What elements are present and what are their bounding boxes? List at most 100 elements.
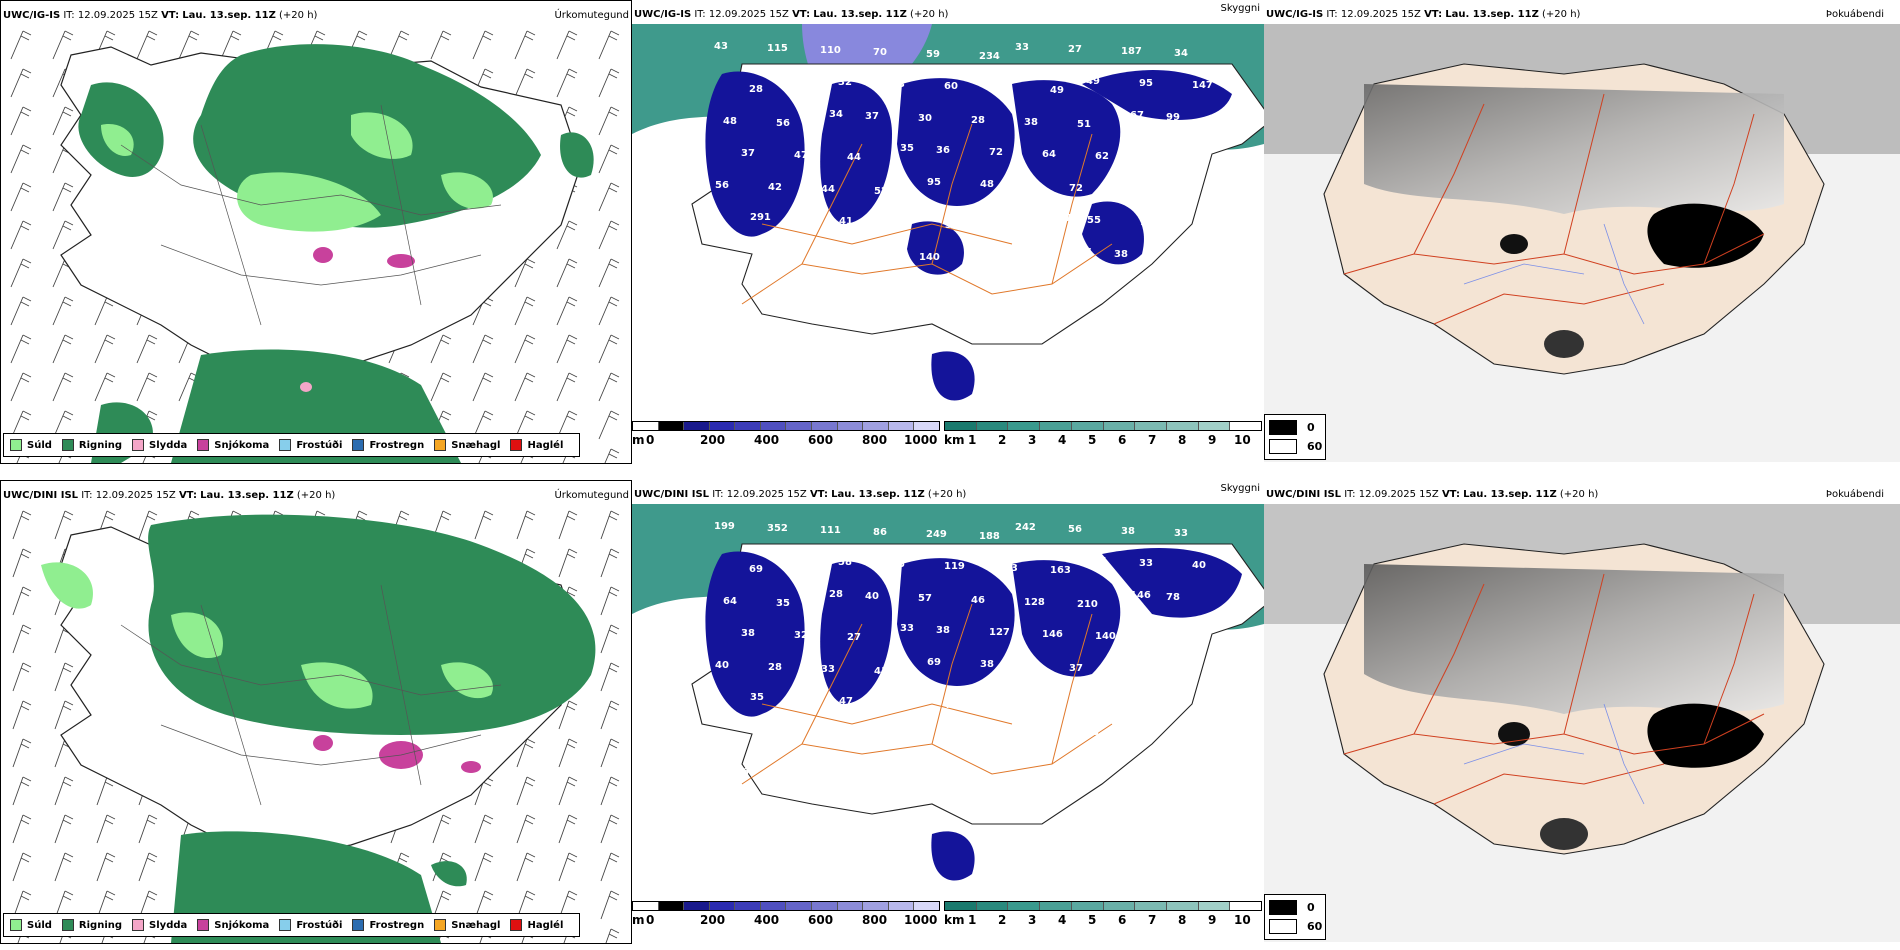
base-scale: m 0 200 400 600 800 1000 [632, 421, 942, 451]
legend-label: Snjókoma [214, 439, 270, 451]
scale-swatch [837, 422, 864, 430]
scale-swatch [633, 902, 659, 910]
cloud-base-label: 111 [1025, 245, 1046, 256]
cloud-base-label: 242 [1015, 522, 1036, 533]
scale-swatch [1198, 902, 1231, 910]
vt-label: VT: [1424, 9, 1443, 20]
cloud-base-label: 70 [873, 47, 887, 58]
legend-label: 60 [1307, 440, 1323, 453]
it-label: IT: [1344, 489, 1356, 500]
cloud-base-label: 199 [714, 521, 735, 532]
cloud-base-label: 234 [979, 51, 1000, 62]
scale-tick: 2 [998, 433, 1007, 447]
scale-swatch [863, 902, 889, 910]
scale-swatch [709, 422, 736, 430]
cloud-base-label: 36 [936, 145, 950, 156]
legend-swatch [434, 439, 447, 451]
panel-title: Þokuábendi [1825, 489, 1884, 500]
cloud-base-label: 163 [1050, 565, 1071, 576]
legend-swatch [279, 439, 292, 451]
cloud-base-label: 64 [1042, 149, 1056, 160]
cloud-base-label: 61 [919, 732, 933, 743]
legend-item-slydda: Slydda [132, 919, 187, 931]
precip-map [1, 505, 633, 943]
cloud-base-label: 72 [1069, 183, 1083, 194]
cloud-base-label: 35 [892, 218, 906, 229]
cloud-base-label: 32 [838, 77, 852, 88]
legend-item-snaehagl: Snæhagl [434, 919, 500, 931]
cloud-base-label: 40 [715, 660, 729, 671]
scale-tick: 200 [700, 913, 726, 927]
cloud-base-label: 40 [865, 591, 879, 602]
scale-tick: 6 [1118, 913, 1127, 927]
legend-item-hagel: Haglél [510, 439, 563, 451]
scale-unit: km [944, 433, 965, 447]
scale-tick: 10 [1234, 913, 1251, 927]
cloud-base-label: 64 [723, 596, 737, 607]
cloud-base-label: 95 [927, 177, 941, 188]
cloud-base-label: 37 [865, 111, 879, 122]
legend-label: Rigning [78, 919, 123, 931]
legend-label: Snjókoma [214, 919, 270, 931]
cloud-base-label: 35 [750, 692, 764, 703]
cloud-base-label: 37 [1016, 181, 1030, 192]
cloud-base-label: 37 [1069, 663, 1083, 674]
legend-swatch [1269, 900, 1297, 915]
cloud-base-label: 146 [1042, 629, 1063, 640]
scale-swatch [1040, 422, 1072, 430]
fog-legend: 0 60 [1264, 414, 1326, 460]
scale-unit: m [632, 913, 645, 927]
scale-tick: 1000 [904, 913, 938, 927]
vt-value: Lau. 13.sep. 11Z [200, 490, 294, 501]
cloud-base-label: 111 [820, 525, 841, 536]
precip-legend: Súld Rigning Slydda Snjókoma Frostúði Fr… [3, 913, 581, 937]
scale-tick: 10 [1234, 433, 1251, 447]
scale-tick: 5 [1088, 433, 1097, 447]
legend-swatch [510, 919, 523, 931]
cloud-base-label: 42 [768, 182, 782, 193]
cloud-base-label: 41 [839, 216, 853, 227]
scale-tick: 0 [646, 913, 655, 927]
legend-item-frostregn: Frostregn [352, 439, 424, 451]
cloud-base-label: 62 [1095, 151, 1109, 162]
cloud-base-label: 36 [1201, 624, 1215, 635]
scale-tick: 800 [862, 433, 888, 447]
cloud-base-label: 38 [1121, 526, 1135, 537]
legend-item-frostregn: Frostregn [352, 919, 424, 931]
vt-value: Lau. 13.sep. 11Z [831, 489, 925, 500]
scale-swatch [760, 422, 787, 430]
cloud-base-label: 46 [1148, 633, 1162, 644]
legend-swatch [352, 919, 365, 931]
vt-label: VT: [161, 10, 180, 21]
model-name: UWC/IG-IS [1266, 9, 1324, 20]
panel-header: UWC/IG-IS IT: 12.09.2025 15Z VT: Lau. 13… [3, 9, 631, 23]
scale-swatch [1008, 902, 1041, 910]
cloud-base-label: 187 [1121, 46, 1142, 57]
lead-time: (+20 h) [910, 9, 949, 20]
it-value: 12.09.2025 15Z [708, 9, 789, 20]
legend-label: Slydda [149, 919, 188, 931]
model-name: UWC/IG-IS [3, 10, 61, 21]
precip-map [1, 25, 633, 463]
visibility-scale-bar [944, 901, 1262, 911]
cloud-base-label: 46 [971, 595, 985, 606]
fog-legend-high: 60 [1269, 439, 1322, 454]
scale-swatch [1103, 422, 1136, 430]
cloud-base-label: 44 [847, 152, 861, 163]
cloud-base-label: 60 [972, 734, 986, 745]
scale-swatch [1135, 902, 1167, 910]
legend-item-snjokoma: Snjókoma [197, 439, 269, 451]
lead-time: (+20 h) [1542, 9, 1581, 20]
cloud-base-label: 110 [820, 45, 841, 56]
cloud-base-label: 291 [750, 212, 771, 223]
cloud-base-label: 34 [1174, 48, 1188, 59]
scale-tick: 7 [1148, 433, 1157, 447]
cloud-base-label: 69 [927, 657, 941, 668]
legend-label: Frostúði [296, 439, 343, 451]
legend-swatch [197, 919, 210, 931]
cloud-base-label: 51 [1077, 119, 1091, 130]
cloud-base-label: 33 [1174, 528, 1188, 539]
cloud-base-label: 155 [830, 728, 851, 739]
cloud-base-label: 44 [821, 184, 835, 195]
cloud-base-label: 33 [900, 623, 914, 634]
